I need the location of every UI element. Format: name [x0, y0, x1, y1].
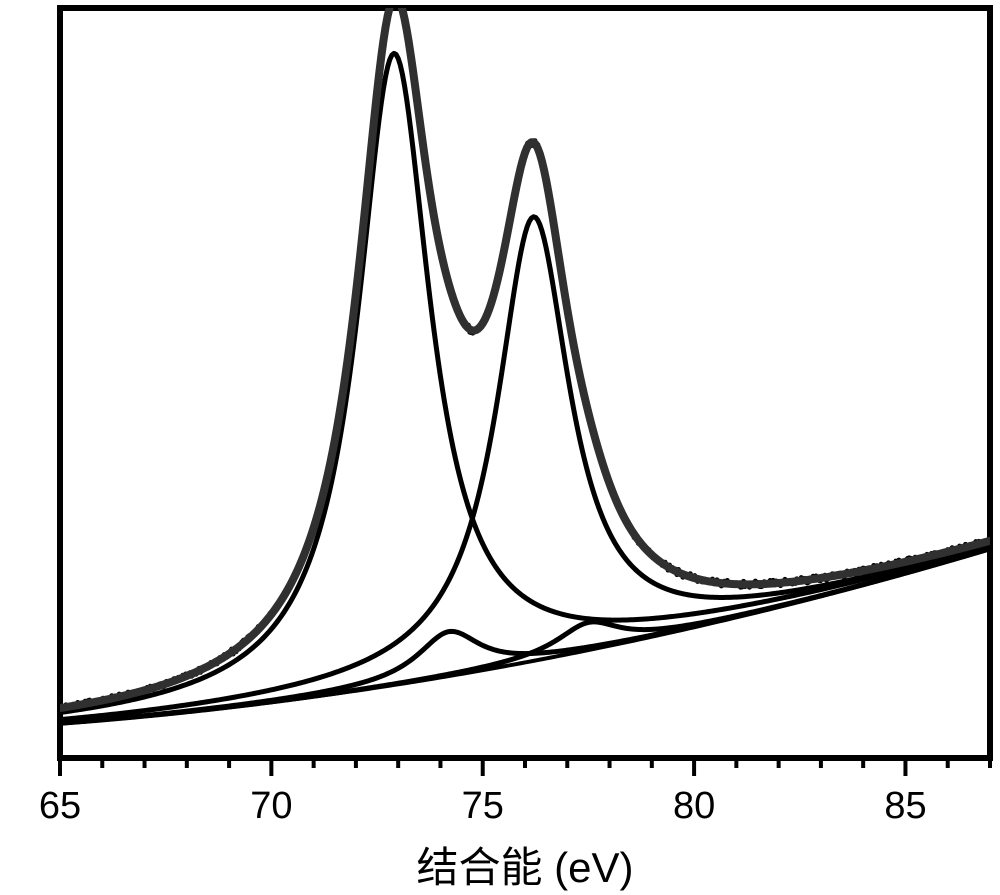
svg-text:80: 80	[673, 785, 715, 827]
x-axis-label: 结合能 (eV)	[416, 834, 633, 895]
svg-text:70: 70	[250, 785, 292, 827]
svg-text:65: 65	[39, 785, 81, 827]
svg-text:75: 75	[462, 785, 504, 827]
xps-spectrum-chart: 6570758085 结合能 (eV)	[0, 0, 1000, 877]
chart-canvas: 65 70 75 80 85	[0, 0, 1000, 877]
svg-text:85: 85	[884, 785, 926, 827]
